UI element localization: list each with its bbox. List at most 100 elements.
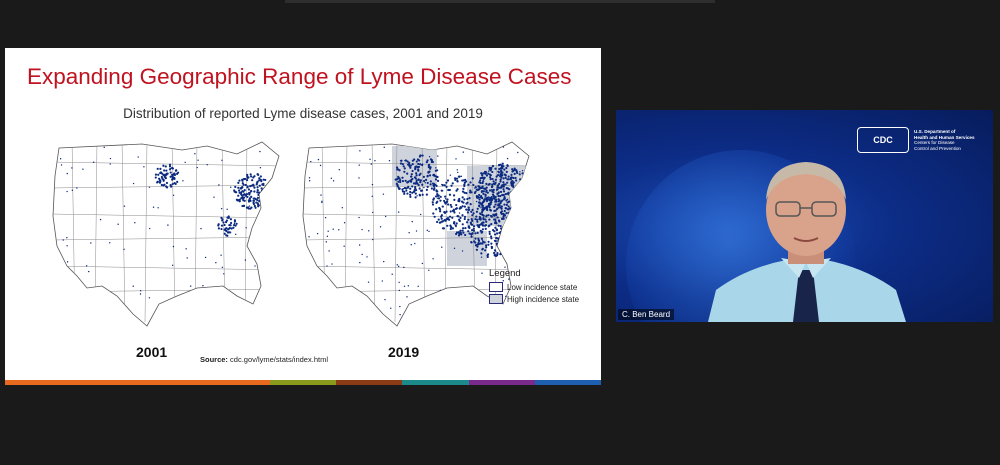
map-2019-case-dot: [505, 199, 508, 202]
map-2001-case-dot: [220, 216, 223, 219]
map-2019-case-dot: [495, 254, 499, 257]
map-2019-case-dot: [505, 240, 508, 244]
map-2019-case-dot: [465, 202, 468, 205]
map-2019-case-dot: [476, 231, 479, 234]
map-2019-case-dot: [501, 167, 504, 170]
map-2001-case-dot: [95, 297, 97, 299]
map-2019-case-dot: [379, 226, 382, 228]
map-2019-case-dot: [518, 198, 521, 201]
map-2019-case-dot: [425, 188, 428, 191]
map-2001-case-dot: [156, 167, 159, 170]
map-2019-case-dot: [384, 215, 387, 218]
map-2019-case-dot: [522, 183, 525, 186]
map-2019-case-dot: [426, 181, 429, 185]
map-2019-case-dot: [399, 162, 403, 165]
map-2019-case-dot: [412, 182, 416, 185]
map-2019-case-dot: [421, 262, 424, 265]
map-2019-case-dot: [396, 264, 398, 266]
participant-name-tag: C. Ben Beard: [618, 309, 675, 320]
map-2001-case-dot: [225, 227, 228, 230]
map-2019-case-dot: [334, 293, 337, 296]
map-2019-case-dot: [472, 227, 475, 230]
map-2019-case-dot: [391, 273, 393, 275]
map-2019-case-dot: [488, 232, 491, 235]
map-2019-case-dot: [480, 210, 484, 214]
map-2019-case-dot: [490, 199, 493, 202]
map-2001-case-dot: [245, 178, 249, 182]
map-2019-case-dot: [512, 192, 515, 195]
map-2001-case-dot: [250, 206, 253, 209]
map-2019-case-dot: [381, 280, 384, 282]
map-2019-case-dot: [466, 221, 469, 224]
map-2019-case-dot: [518, 209, 521, 212]
map-2019-case-dot: [508, 207, 511, 210]
map-2019-case-dot: [491, 164, 495, 168]
map-2001-case-dot: [213, 196, 215, 198]
map-2019-case-dot: [445, 181, 448, 184]
map-2001-case-dot: [173, 176, 176, 180]
map-2019-case-dot: [435, 208, 438, 211]
map-2019-case-dot: [423, 179, 426, 183]
map-2019-case-dot: [500, 217, 504, 220]
map-2001-case-dot: [143, 166, 145, 168]
map-2001-case-dot: [233, 219, 236, 222]
map-2019-case-dot: [398, 281, 400, 284]
map-2019-case-dot: [502, 212, 505, 215]
map-2019-case-dot: [502, 177, 505, 180]
map-2001-case-dot: [189, 285, 192, 287]
map-2019-case-dot: [434, 195, 438, 198]
map-2019-case-dot: [517, 151, 519, 154]
map-2019-case-dot: [474, 190, 477, 193]
map-2019-case-dot: [500, 245, 503, 248]
map-2019-case-dot: [490, 237, 493, 240]
map-2019-case-dot: [514, 176, 517, 180]
map-2001-case-dot: [159, 167, 162, 170]
map-2019-case-dot: [368, 230, 370, 232]
map-2019-case-dot: [520, 180, 523, 183]
map-2001-case-dot: [242, 193, 245, 196]
map-2019-case-dot: [480, 237, 484, 240]
map-2019-case-dot: [439, 195, 442, 198]
map-2001-case-dot: [105, 294, 108, 297]
map-2019-case-dot: [521, 207, 524, 210]
map-2019-case-dot: [369, 158, 371, 161]
map-2019-case-dot: [488, 218, 491, 221]
map-2001-case-dot: [232, 226, 235, 229]
map-2019-case-dot: [409, 195, 412, 198]
map-2019-case-dot: [409, 166, 412, 169]
map-2019-case-dot: [414, 196, 417, 199]
map-2019-case-dot: [521, 201, 524, 204]
map-2019-case-dot: [446, 179, 450, 182]
map-2019-case-dot: [478, 198, 481, 201]
map-2019-case-dot: [472, 229, 476, 232]
map-2019-case-dot: [453, 177, 457, 180]
map-2001-case-dot: [228, 226, 231, 230]
map-2019-case-dot: [471, 208, 474, 211]
map-2019-case-dot: [491, 177, 494, 181]
map-2019-case-dot: [494, 167, 497, 170]
map-2019-case-dot: [507, 205, 510, 208]
map-2019-case-dot: [404, 187, 408, 190]
map-2019-case-dot: [460, 233, 463, 236]
map-2001-case-dot: [264, 196, 267, 200]
map-2019-case-dot: [476, 220, 479, 223]
participant-video-tile[interactable]: CDC U.S. Department of Health and Human …: [616, 110, 993, 322]
map-2019-case-dot: [504, 193, 507, 196]
map-2001-case-dot: [109, 163, 111, 165]
map-2001-case-dot: [191, 293, 193, 295]
map-2019-case-dot: [485, 246, 488, 249]
map-2001-case-dot: [252, 183, 255, 186]
map-2019-case-dot: [310, 160, 312, 163]
map-2019-case-dot: [383, 146, 385, 148]
map-2019-case-dot: [485, 199, 489, 203]
map-2019-case-dot: [481, 181, 484, 185]
map-2019-case-dot: [443, 211, 446, 214]
map-2019-case-dot: [401, 162, 404, 166]
map-2001-case-dot: [173, 181, 176, 185]
hhs-cdc-text: U.S. Department of Health and Human Serv…: [914, 129, 975, 151]
map-2019-state-border: [303, 265, 529, 271]
map-2019-case-dot: [399, 305, 401, 308]
map-2019-case-dot: [525, 195, 528, 198]
map-2001-case-dot: [171, 182, 174, 186]
map-2001-case-dot: [220, 254, 222, 256]
